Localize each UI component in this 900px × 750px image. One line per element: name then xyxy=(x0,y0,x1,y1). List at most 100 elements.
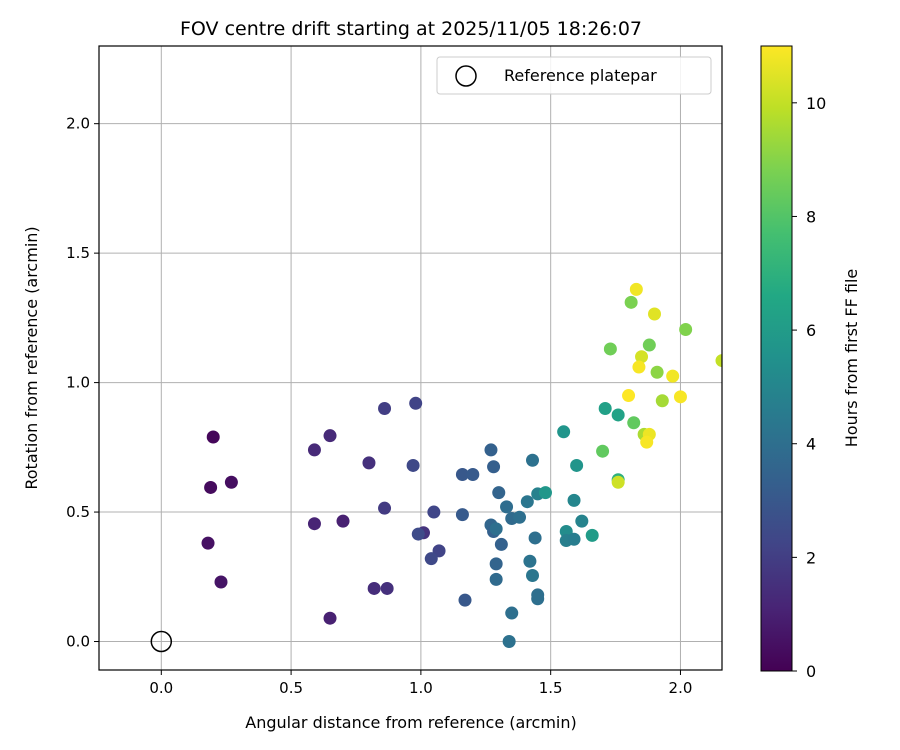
data-point xyxy=(406,458,420,472)
x-tick-label: 1.0 xyxy=(409,679,433,697)
data-point xyxy=(526,453,540,467)
data-point xyxy=(585,528,599,542)
data-point xyxy=(378,401,392,415)
data-point xyxy=(411,527,425,541)
data-point xyxy=(378,501,392,515)
data-point xyxy=(214,575,228,589)
legend-marker xyxy=(455,65,477,87)
data-point xyxy=(715,354,722,368)
data-point xyxy=(666,369,680,383)
data-point xyxy=(502,635,516,649)
data-point xyxy=(650,365,664,379)
data-point xyxy=(526,568,540,582)
data-point xyxy=(611,408,625,422)
data-point xyxy=(627,416,641,430)
data-point xyxy=(323,429,337,443)
data-point xyxy=(323,611,337,625)
data-point xyxy=(642,338,656,352)
colorbar-tick-label: 6 xyxy=(806,321,816,340)
data-point xyxy=(531,592,545,606)
data-point xyxy=(204,480,218,494)
data-point xyxy=(206,430,220,444)
y-tick-label: 0.5 xyxy=(66,503,90,521)
x-tick-label: 0.0 xyxy=(149,679,173,697)
data-points xyxy=(201,282,722,649)
colorbar-gradient xyxy=(760,45,793,672)
data-point xyxy=(307,517,321,531)
data-point xyxy=(611,475,625,489)
data-point xyxy=(655,394,669,408)
data-point xyxy=(567,532,581,546)
y-tick-label: 0.0 xyxy=(66,633,90,651)
data-point xyxy=(409,396,423,410)
data-point xyxy=(500,500,514,514)
data-point xyxy=(603,342,617,356)
colorbar: 0 2 4 6 8 10 Hours from first FF file xyxy=(760,45,861,681)
data-point xyxy=(624,295,638,309)
data-point xyxy=(455,508,469,522)
reference-point-marker xyxy=(150,630,173,653)
data-point xyxy=(489,572,503,586)
colorbar-tick-label: 8 xyxy=(806,207,816,226)
data-point xyxy=(362,456,376,470)
data-point xyxy=(367,581,381,595)
x-axis: 0.0 0.5 1.0 1.5 2.0 xyxy=(149,670,692,697)
grid xyxy=(99,46,722,670)
data-point xyxy=(679,323,693,337)
data-point xyxy=(528,531,542,545)
data-point xyxy=(635,350,649,364)
data-point xyxy=(648,307,662,321)
legend: Reference platepar xyxy=(436,56,712,95)
data-point xyxy=(673,390,687,404)
data-point xyxy=(538,486,552,500)
data-point xyxy=(570,458,584,472)
data-point xyxy=(632,360,646,374)
data-point xyxy=(513,510,527,524)
y-tick-label: 1.5 xyxy=(66,244,90,262)
colorbar-tick-label: 10 xyxy=(806,94,826,113)
data-point xyxy=(523,554,537,568)
colorbar-ticks: 0 2 4 6 8 10 xyxy=(792,94,826,681)
data-point xyxy=(380,581,394,595)
data-point xyxy=(557,425,571,439)
data-point xyxy=(520,495,534,509)
y-axis-label: Rotation from reference (arcmin) xyxy=(22,226,41,489)
data-point xyxy=(622,389,636,403)
legend-box xyxy=(436,56,712,95)
colorbar-tick-label: 4 xyxy=(806,435,816,454)
data-point xyxy=(598,401,612,415)
data-point xyxy=(487,460,501,474)
data-point xyxy=(224,475,238,489)
x-tick-label: 1.5 xyxy=(539,679,563,697)
data-point xyxy=(575,514,589,528)
y-axis: 0.0 0.5 1.0 1.5 2.0 xyxy=(66,115,99,651)
data-point xyxy=(466,468,480,482)
data-point xyxy=(336,514,350,528)
data-point xyxy=(629,282,643,296)
y-tick-label: 1.0 xyxy=(66,374,90,392)
data-point xyxy=(458,593,472,607)
data-point xyxy=(640,435,654,449)
colorbar-label: Hours from first FF file xyxy=(842,269,861,448)
data-point xyxy=(494,537,508,551)
plot-frame xyxy=(98,45,723,671)
data-point xyxy=(492,486,506,500)
chart-title: FOV centre drift starting at 2025/11/05 … xyxy=(180,18,642,40)
data-point xyxy=(489,522,503,536)
data-point xyxy=(307,443,321,457)
data-point xyxy=(427,505,441,519)
data-point xyxy=(489,557,503,571)
data-point xyxy=(484,443,498,457)
data-point xyxy=(596,444,610,458)
legend-label: Reference platepar xyxy=(504,66,657,85)
data-point xyxy=(567,493,581,507)
y-tick-label: 2.0 xyxy=(66,115,90,133)
x-axis-label: Angular distance from reference (arcmin) xyxy=(245,713,576,732)
colorbar-tick-label: 0 xyxy=(806,662,816,681)
x-tick-label: 0.5 xyxy=(279,679,303,697)
x-tick-label: 2.0 xyxy=(669,679,693,697)
data-point xyxy=(505,606,519,620)
colorbar-tick-label: 2 xyxy=(806,548,816,567)
data-point xyxy=(201,536,215,550)
